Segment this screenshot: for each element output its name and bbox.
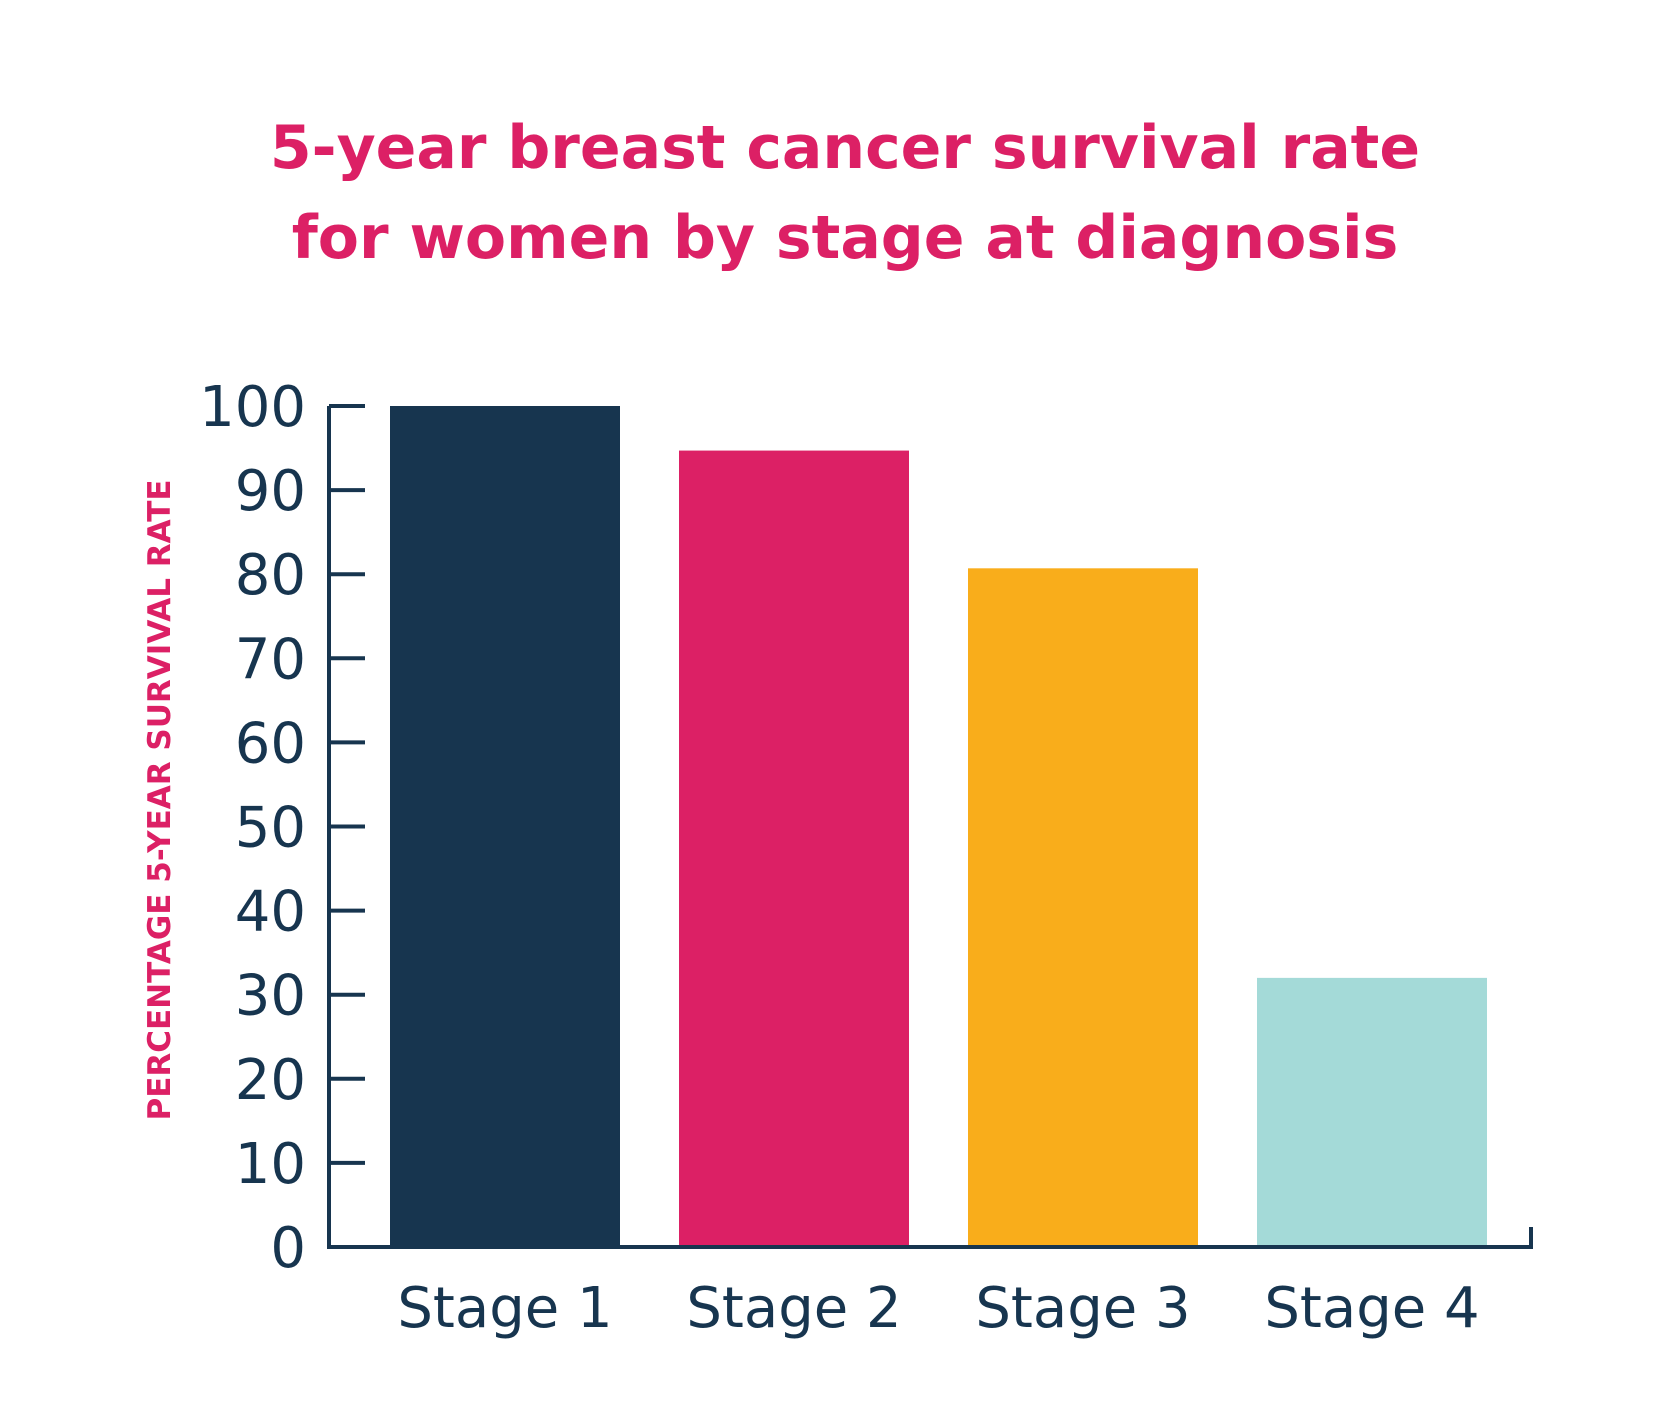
- x-tick-label: Stage 4: [1264, 1276, 1479, 1341]
- y-tick-label: 90: [235, 459, 306, 524]
- bar-stage-1: [390, 406, 620, 1247]
- y-tick-label: 20: [235, 1048, 306, 1113]
- y-tick-label: 0: [270, 1216, 306, 1281]
- bar-stage-2: [679, 450, 909, 1247]
- y-tick-label: 30: [235, 964, 306, 1029]
- y-tick-label: 60: [235, 711, 306, 776]
- x-tick-label: Stage 1: [397, 1276, 612, 1341]
- y-tick-label: 100: [199, 375, 306, 440]
- bar-stage-3: [968, 568, 1198, 1247]
- chart-title-line-1: 5-year breast cancer survival rate: [270, 113, 1420, 183]
- bars-group: [390, 406, 1487, 1247]
- x-tick-label: Stage 2: [686, 1276, 901, 1341]
- chart-title-line-2: for women by stage at diagnosis: [292, 203, 1399, 273]
- chart-title: 5-year breast cancer survival rate for w…: [270, 113, 1420, 273]
- y-axis-ticks: 0 10 20 30 40 50 60 70 80 90 100: [199, 375, 365, 1281]
- y-tick-label: 40: [235, 880, 306, 945]
- y-axis-label: PERCENTAGE 5-YEAR SURVIVAL RATE: [142, 479, 178, 1120]
- y-tick-label: 10: [235, 1132, 306, 1197]
- y-tick-label: 80: [235, 543, 306, 608]
- y-tick-label: 70: [235, 627, 306, 692]
- axes: [327, 406, 1533, 1249]
- y-tick-label: 50: [235, 796, 306, 861]
- x-axis-labels: Stage 1 Stage 2 Stage 3 Stage 4: [397, 1276, 1479, 1341]
- x-tick-label: Stage 3: [975, 1276, 1190, 1341]
- bar-stage-4: [1257, 977, 1487, 1247]
